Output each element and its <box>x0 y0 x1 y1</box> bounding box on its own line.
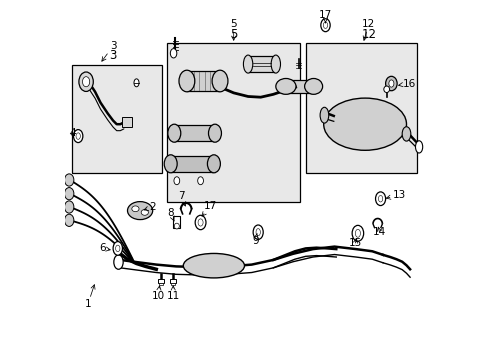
Ellipse shape <box>82 77 89 87</box>
Ellipse shape <box>64 214 74 226</box>
Ellipse shape <box>174 223 179 229</box>
Text: 16: 16 <box>398 78 415 89</box>
Ellipse shape <box>323 22 327 28</box>
Ellipse shape <box>415 141 422 153</box>
FancyBboxPatch shape <box>170 279 176 283</box>
FancyBboxPatch shape <box>305 43 416 173</box>
Text: 15: 15 <box>348 238 361 248</box>
FancyBboxPatch shape <box>158 279 163 283</box>
FancyBboxPatch shape <box>173 216 180 228</box>
FancyBboxPatch shape <box>247 56 275 72</box>
Ellipse shape <box>388 80 393 87</box>
Text: 14: 14 <box>372 227 386 237</box>
Text: 6: 6 <box>99 243 110 253</box>
Ellipse shape <box>164 155 177 173</box>
Text: 3: 3 <box>102 41 116 61</box>
Ellipse shape <box>197 177 203 185</box>
FancyBboxPatch shape <box>167 43 300 202</box>
Ellipse shape <box>179 70 194 92</box>
Text: 3: 3 <box>109 49 117 62</box>
Ellipse shape <box>207 155 220 173</box>
Text: 13: 13 <box>386 190 405 200</box>
Text: 17: 17 <box>202 201 217 216</box>
Text: 5: 5 <box>229 28 237 41</box>
Ellipse shape <box>208 124 221 142</box>
Ellipse shape <box>174 177 179 185</box>
Ellipse shape <box>198 219 203 226</box>
Text: 12: 12 <box>361 28 375 41</box>
Ellipse shape <box>212 70 227 92</box>
Text: 12: 12 <box>361 19 375 40</box>
Ellipse shape <box>383 86 389 93</box>
FancyBboxPatch shape <box>280 80 312 93</box>
Text: 2: 2 <box>144 202 156 212</box>
Text: 9: 9 <box>251 233 258 246</box>
Ellipse shape <box>127 202 152 220</box>
FancyBboxPatch shape <box>159 283 163 285</box>
Ellipse shape <box>320 107 328 123</box>
Ellipse shape <box>183 253 244 278</box>
Ellipse shape <box>113 242 122 255</box>
Ellipse shape <box>115 245 120 252</box>
Ellipse shape <box>170 49 177 58</box>
Text: 10: 10 <box>151 286 164 301</box>
Ellipse shape <box>401 127 410 141</box>
Ellipse shape <box>243 55 252 73</box>
Ellipse shape <box>304 78 322 94</box>
Ellipse shape <box>195 215 205 230</box>
FancyBboxPatch shape <box>72 65 162 173</box>
Ellipse shape <box>64 188 74 200</box>
Ellipse shape <box>375 192 385 206</box>
Ellipse shape <box>378 195 382 202</box>
Text: 1: 1 <box>84 285 95 309</box>
Ellipse shape <box>167 124 181 142</box>
Ellipse shape <box>64 174 74 186</box>
Ellipse shape <box>114 255 123 269</box>
Ellipse shape <box>141 210 148 215</box>
Ellipse shape <box>256 229 260 236</box>
Text: 5: 5 <box>230 19 237 40</box>
Ellipse shape <box>355 229 360 237</box>
FancyBboxPatch shape <box>171 283 175 285</box>
Ellipse shape <box>253 225 263 239</box>
Text: 11: 11 <box>166 286 180 301</box>
Ellipse shape <box>79 72 93 91</box>
Ellipse shape <box>73 130 82 143</box>
Ellipse shape <box>270 55 280 73</box>
Ellipse shape <box>64 201 74 213</box>
Text: 7: 7 <box>178 191 185 206</box>
Ellipse shape <box>351 225 363 241</box>
Text: 17: 17 <box>318 10 331 23</box>
Ellipse shape <box>323 98 406 150</box>
Text: 4: 4 <box>69 128 76 138</box>
Ellipse shape <box>132 206 139 212</box>
Ellipse shape <box>385 76 396 91</box>
FancyBboxPatch shape <box>170 156 213 172</box>
Ellipse shape <box>134 79 139 87</box>
Ellipse shape <box>275 78 295 94</box>
Ellipse shape <box>320 19 329 32</box>
FancyBboxPatch shape <box>122 117 132 127</box>
FancyBboxPatch shape <box>186 71 219 91</box>
Ellipse shape <box>76 133 80 139</box>
FancyBboxPatch shape <box>174 125 213 141</box>
Text: 8: 8 <box>167 208 174 221</box>
